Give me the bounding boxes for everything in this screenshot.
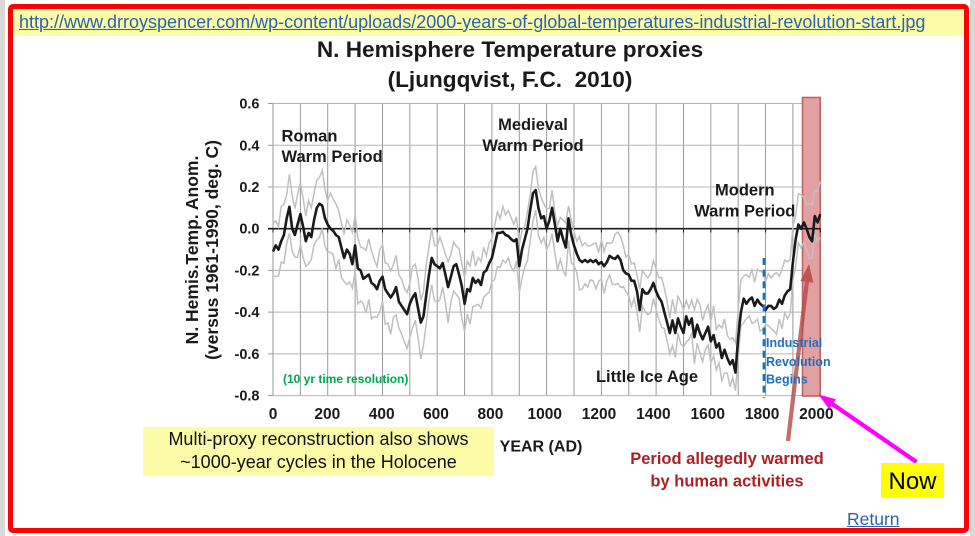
svg-text:-0.2: -0.2	[235, 263, 260, 279]
svg-text:1400: 1400	[636, 406, 670, 423]
svg-text:by human activities: by human activities	[650, 473, 803, 491]
svg-text:800: 800	[477, 406, 503, 423]
svg-text:-0.4: -0.4	[235, 305, 260, 321]
svg-text:(versus 1961-1990, deg. C): (versus 1961-1990, deg. C)	[202, 140, 222, 360]
svg-text:0: 0	[269, 406, 278, 423]
svg-text:400: 400	[369, 406, 395, 423]
svg-text:N. Hemis.Temp. Anom.: N. Hemis.Temp. Anom.	[182, 156, 202, 345]
svg-text:1200: 1200	[582, 406, 616, 423]
svg-text:Warm Period: Warm Period	[282, 148, 383, 166]
svg-text:Industrial: Industrial	[766, 336, 822, 350]
svg-text:0.0: 0.0	[239, 222, 259, 238]
svg-text:0.4: 0.4	[239, 138, 259, 154]
svg-text:2000: 2000	[799, 406, 833, 423]
svg-text:0.6: 0.6	[239, 97, 259, 113]
svg-text:Begins: Begins	[766, 373, 808, 387]
svg-text:1800: 1800	[745, 406, 779, 423]
svg-text:-0.8: -0.8	[235, 389, 260, 405]
svg-text:600: 600	[423, 406, 449, 423]
svg-text:(10 yr time resolution): (10 yr time resolution)	[283, 372, 408, 386]
svg-text:Period allegedly warmed: Period allegedly warmed	[630, 450, 824, 468]
svg-text:Little Ice Age: Little Ice Age	[596, 368, 698, 386]
svg-text:Modern: Modern	[715, 181, 775, 199]
svg-text:Revolution: Revolution	[766, 355, 831, 369]
svg-text:Medieval: Medieval	[498, 116, 568, 134]
svg-text:Roman: Roman	[282, 128, 338, 146]
svg-text:1600: 1600	[690, 406, 724, 423]
svg-text:Warm Period: Warm Period	[482, 137, 583, 155]
svg-text:Warm Period: Warm Period	[694, 203, 795, 221]
svg-text:-0.6: -0.6	[235, 347, 260, 363]
svg-text:0.2: 0.2	[239, 180, 259, 196]
svg-text:200: 200	[314, 406, 340, 423]
svg-text:YEAR (AD): YEAR (AD)	[500, 439, 583, 456]
svg-text:1000: 1000	[527, 406, 561, 423]
